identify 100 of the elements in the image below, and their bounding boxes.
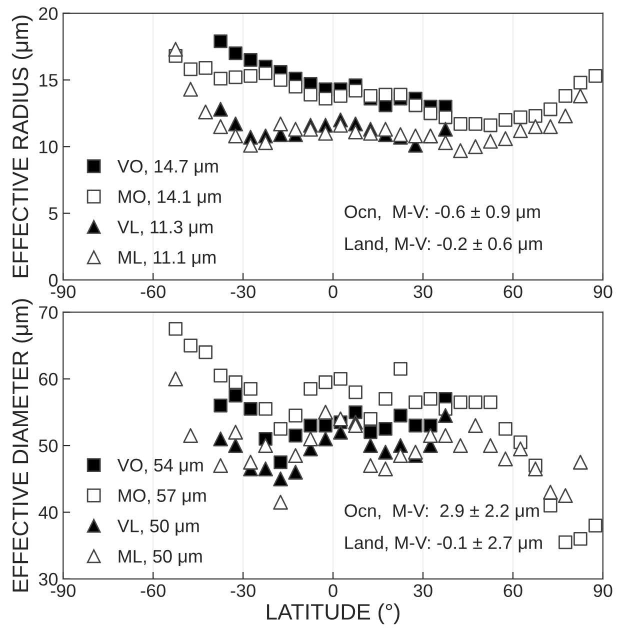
point (348, 405, 362, 420)
point (258, 438, 274, 454)
point (363, 126, 378, 141)
y-tick-label: 15 (40, 74, 58, 87)
point (468, 418, 483, 434)
x-tick-label: -90 (50, 285, 76, 298)
x-tick-label: -90 (50, 584, 76, 598)
point (482, 134, 498, 149)
point (363, 438, 378, 454)
x-tick-label: 0 (328, 285, 338, 298)
point (363, 458, 378, 474)
legend-label: VL, 11.3 μm (117, 220, 212, 237)
x-tick-label: -60 (140, 584, 166, 598)
point (542, 119, 558, 134)
annotation: Ocn, M-V: 2.9 ± 2.2 μm (344, 504, 539, 520)
point (243, 454, 258, 470)
legend-label: MO, 57 μm (118, 489, 206, 506)
x-tick-label: 30 (414, 584, 432, 598)
legend-label: VO, 54 μm (117, 458, 203, 475)
x-tick-label: 90 (594, 584, 612, 598)
y-tick-label: 40 (38, 506, 58, 519)
point (364, 89, 378, 103)
point (394, 408, 408, 422)
point (348, 124, 363, 140)
point (408, 98, 422, 112)
x-axis-title: LATITUDE (°) (267, 603, 400, 624)
point (288, 464, 303, 480)
x-tick-label: -30 (230, 285, 256, 298)
y-tick-label: 70 (39, 306, 58, 319)
point (378, 88, 392, 102)
point (334, 89, 348, 103)
legend-label: MO, 14.1 μm (118, 190, 221, 206)
point (304, 418, 318, 432)
point (348, 84, 362, 98)
point (482, 438, 498, 454)
point (528, 461, 543, 476)
point (318, 92, 332, 106)
x-tick-label: 0 (328, 584, 338, 598)
point (333, 424, 348, 440)
y-tick-label: 10 (40, 140, 58, 154)
point (333, 118, 348, 133)
y-tick-label: 50 (38, 439, 58, 452)
point (364, 425, 378, 440)
point (183, 428, 198, 444)
point (438, 110, 452, 124)
x-tick-label: 30 (414, 285, 432, 298)
point (243, 138, 258, 153)
point (228, 46, 242, 60)
annotation: Land, M-V: -0.1 ± 2.7 μm (345, 536, 542, 552)
point (408, 444, 423, 460)
point (213, 431, 228, 446)
point (213, 458, 228, 474)
point (318, 126, 333, 141)
point (438, 135, 453, 150)
point (378, 461, 393, 476)
annotation: Ocn, M-V: -0.6 ± 0.9 μm (344, 205, 540, 222)
y-axis-title: EFFECTIVE RADIUS (μm) (12, 16, 33, 278)
point (228, 116, 244, 132)
point (512, 123, 528, 138)
point (393, 448, 408, 464)
point (288, 428, 302, 442)
point (408, 128, 423, 144)
point (438, 428, 453, 444)
point (453, 143, 468, 158)
point (453, 438, 468, 454)
y-axis-title: EFFECTIVE DIAMETER (μm) (12, 299, 33, 592)
point (274, 455, 288, 470)
point (408, 418, 422, 432)
point (168, 42, 184, 57)
annotation: Land, M-V: -0.2 ± 0.6 μm (345, 236, 542, 254)
point (438, 122, 453, 137)
point (333, 411, 348, 426)
point (468, 139, 483, 154)
point (258, 461, 274, 476)
point (213, 102, 228, 117)
x-tick-label: 60 (504, 584, 522, 598)
point (348, 418, 363, 434)
legend-label: ML, 11.1 μm (118, 251, 216, 268)
point (498, 451, 513, 466)
point (228, 438, 244, 454)
point (378, 444, 393, 460)
x-tick-label: 90 (594, 285, 612, 298)
point (198, 104, 214, 120)
point (378, 422, 392, 436)
point (273, 471, 288, 486)
point (273, 116, 288, 132)
y-tick-label: 0 (48, 274, 58, 287)
point (528, 119, 543, 134)
y-tick-label: 20 (39, 7, 58, 20)
point (258, 66, 272, 80)
point (512, 441, 528, 456)
point (558, 108, 573, 124)
point (288, 448, 303, 464)
point (424, 106, 438, 120)
x-tick-label: 60 (504, 285, 522, 298)
legend-label: ML, 50 μm (118, 550, 202, 566)
point (168, 371, 184, 386)
point (318, 431, 333, 446)
point (423, 428, 438, 444)
point (378, 122, 393, 137)
